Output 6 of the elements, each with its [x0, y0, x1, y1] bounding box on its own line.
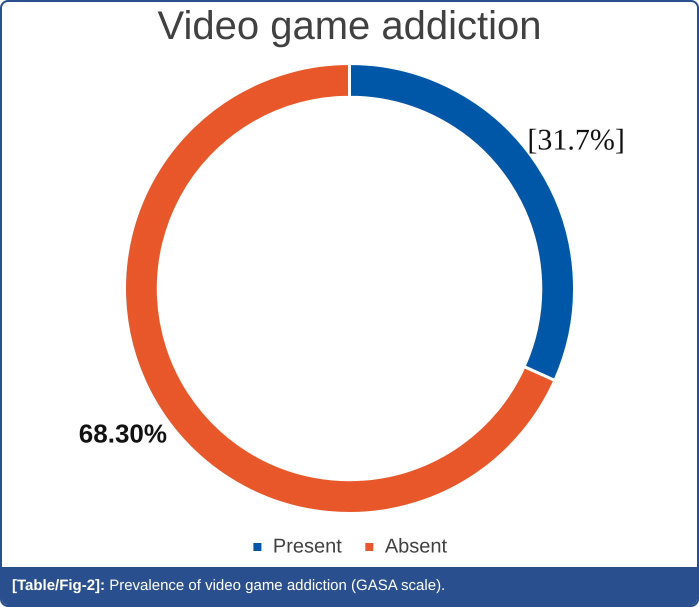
- data-label: 68.30%: [78, 418, 167, 448]
- data-label: [31.7%]: [527, 124, 625, 157]
- legend-label: Absent: [384, 536, 448, 558]
- legend-label: Present: [272, 536, 342, 558]
- chart-title: Video game addiction: [158, 4, 542, 48]
- text: [Table/Fig-2]: Prevalence of video game addiction (GASA scale).: [2, 567, 697, 605]
